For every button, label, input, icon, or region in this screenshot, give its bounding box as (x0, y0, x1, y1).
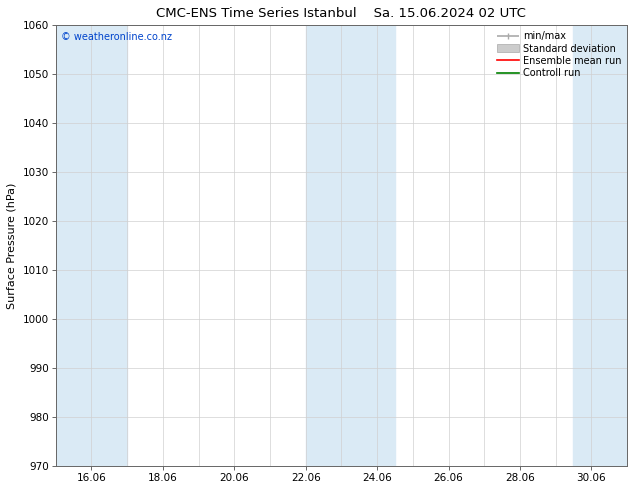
Text: © weatheronline.co.nz: © weatheronline.co.nz (61, 32, 172, 42)
Bar (56, 25, 127, 466)
Bar (306, 25, 395, 466)
Y-axis label: Surface Pressure (hPa): Surface Pressure (hPa) (7, 182, 17, 309)
Title: CMC-ENS Time Series Istanbul    Sa. 15.06.2024 02 UTC: CMC-ENS Time Series Istanbul Sa. 15.06.2… (157, 7, 526, 20)
Bar (574, 25, 627, 466)
Legend: min/max, Standard deviation, Ensemble mean run, Controll run: min/max, Standard deviation, Ensemble me… (495, 28, 624, 81)
